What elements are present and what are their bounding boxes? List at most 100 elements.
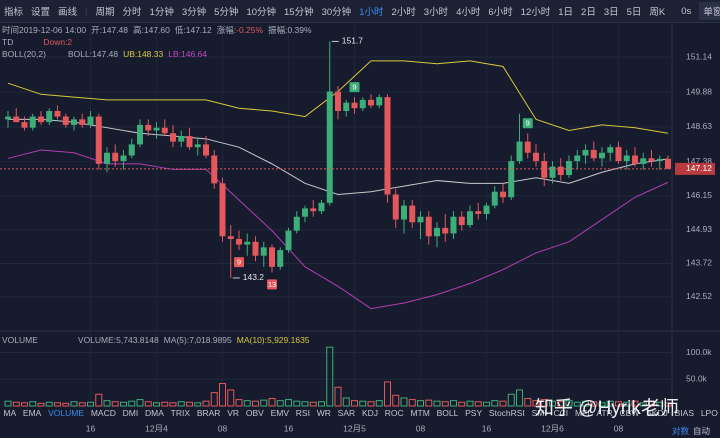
indicator-button[interactable]: ATR — [596, 407, 613, 418]
indicator-button[interactable]: BOLL — [436, 407, 459, 418]
indicator-button[interactable]: BRAR — [196, 407, 221, 418]
candle-body — [87, 116, 94, 125]
indicator-button[interactable]: VR — [227, 407, 240, 418]
period-button[interactable]: 5分钟 — [214, 7, 239, 18]
indicator-button[interactable]: CBW — [619, 407, 640, 418]
volume-bar — [62, 402, 70, 407]
period-label: 周期 — [95, 7, 115, 18]
candle-body — [376, 97, 383, 106]
period-button[interactable]: 6小时 — [488, 7, 513, 18]
indicator-button[interactable]: EMV — [270, 407, 289, 418]
indicator-button[interactable]: VOLUME — [48, 407, 85, 418]
band-line — [7, 149, 669, 310]
volume-bar — [54, 402, 61, 407]
y-tick-label: 142.52 — [686, 291, 712, 301]
x-tick-label: 12月5 — [343, 423, 366, 433]
period-button[interactable]: 10分钟 — [246, 7, 277, 18]
indicator-button[interactable]: SAR — [337, 407, 356, 418]
indicator-button[interactable]: MA — [3, 407, 17, 418]
tool-button[interactable]: 画线 — [58, 7, 78, 18]
tool-button[interactable]: 设置 — [31, 7, 51, 18]
candle-body — [500, 191, 506, 198]
candle-body — [29, 116, 36, 128]
td-name: TD — [2, 37, 14, 47]
volume-bar — [293, 400, 301, 407]
scale-log[interactable]: 对数 — [672, 426, 690, 436]
volume-bar — [656, 401, 664, 407]
period-button[interactable]: 3日 — [603, 7, 619, 18]
period-button[interactable]: 1小时 — [359, 7, 384, 18]
candle-body — [104, 152, 110, 164]
candle-body — [38, 116, 44, 123]
period-button[interactable]: 分时 — [122, 7, 142, 18]
candle-body — [153, 127, 160, 131]
indicator-button[interactable]: RSI — [295, 407, 310, 418]
period-button[interactable]: 3小时 — [423, 7, 449, 18]
period-button[interactable]: 5日 — [626, 7, 642, 18]
boll-line: BOLL(20,2) BOLL:147.48 UB:148.33 LB:146.64 — [2, 49, 212, 59]
volume-bar — [499, 400, 507, 407]
volume-bar — [309, 401, 317, 407]
period-button[interactable]: 12小时 — [520, 7, 551, 18]
candle-body — [607, 147, 614, 153]
window-button[interactable]: 单窗口 — [699, 2, 720, 20]
volume-bar — [433, 400, 441, 407]
period-button[interactable]: 3分钟 — [181, 7, 207, 18]
indicator-button[interactable]: SKDJ — [646, 407, 668, 418]
volume-bar — [227, 389, 235, 407]
period-button[interactable]: 4小时 — [456, 7, 481, 18]
period-button[interactable]: 1日 — [558, 7, 574, 18]
indicator-button[interactable]: SMI — [531, 407, 547, 418]
period-button[interactable]: 2日 — [581, 7, 596, 18]
period-button[interactable]: 1分钟 — [149, 7, 174, 18]
volume-bar — [623, 401, 631, 407]
volume-bar — [648, 401, 655, 407]
volume-bar — [326, 346, 334, 407]
scale-auto[interactable]: 自动 — [693, 426, 711, 436]
period-button[interactable]: 周K — [649, 7, 666, 18]
indicator-button[interactable]: BIAS — [674, 407, 695, 418]
tool-button[interactable]: 指标 — [4, 7, 24, 18]
indicator-button[interactable]: OBV — [245, 407, 264, 418]
indicator-button[interactable]: KDJ — [361, 407, 378, 418]
volume-bar — [169, 402, 177, 407]
indicator-button[interactable]: MFI — [574, 407, 590, 418]
candle-body — [236, 239, 242, 245]
period-button[interactable]: 30分钟 — [321, 7, 352, 18]
volume-ma5: MA(5):7,018.9895 — [163, 335, 232, 345]
volume-bar — [70, 401, 78, 407]
y-tick-label: 143.72 — [686, 258, 712, 268]
volume-bar — [491, 400, 499, 407]
candle-body — [277, 250, 284, 267]
indicator-button[interactable]: DMA — [145, 407, 164, 418]
volume-value: VOLUME:5,743.8148 — [77, 335, 159, 345]
info-open: 开:147.48 — [91, 25, 128, 35]
indicator-button[interactable]: PSY — [465, 407, 483, 418]
indicator-button[interactable]: WR — [316, 407, 331, 418]
candle-body — [302, 208, 308, 217]
volume-bar — [557, 401, 565, 407]
volume-bar — [466, 400, 474, 407]
candle-body — [5, 116, 11, 120]
indicator-button[interactable]: TRIX — [170, 407, 191, 418]
period-button[interactable]: 2小时 — [391, 7, 416, 18]
candle-body — [533, 152, 539, 162]
indicator-button[interactable]: DMI — [122, 407, 139, 418]
indicator-button[interactable]: CCI — [553, 407, 569, 418]
candle-body — [293, 216, 300, 231]
indicator-button[interactable]: LPO — [700, 407, 718, 418]
volume-bar — [177, 401, 185, 407]
volume-bar — [590, 401, 598, 407]
indicator-button[interactable]: StochRSI — [488, 407, 525, 418]
watermark: 知乎 @Hyrik老师 — [535, 398, 679, 419]
period-button[interactable]: 15分钟 — [284, 7, 314, 18]
scale-options: 对数 自动 — [672, 425, 710, 437]
volume-bar — [87, 401, 94, 407]
indicator-button[interactable]: EMA — [22, 407, 42, 418]
indicator-button[interactable]: ROC — [384, 407, 404, 418]
indicator-button[interactable]: MTM — [410, 407, 430, 418]
volume-bar — [425, 399, 433, 407]
volume-bar — [598, 402, 606, 407]
candle-body — [318, 202, 325, 212]
indicator-button[interactable]: MACD — [90, 407, 116, 418]
